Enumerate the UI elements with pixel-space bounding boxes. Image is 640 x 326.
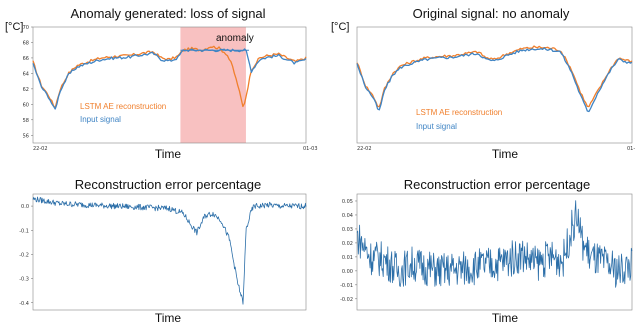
legend-reconstruction-1: LSTM AE reconstruction — [80, 102, 166, 111]
anomaly-label: anomaly — [216, 33, 254, 44]
y-tick-label: 64 — [23, 71, 29, 77]
y-tick-label: -0.3 — [19, 277, 29, 283]
y-tick-label: -0.2 — [19, 252, 29, 258]
plot-frame-3 — [33, 194, 306, 310]
chart-title-1: Anomaly generated: loss of signal — [70, 6, 265, 21]
chart-title-2: Original signal: no anomaly — [413, 6, 570, 21]
plot-frame-1 — [33, 27, 306, 143]
lstm-ae-reconstruction-series-line — [357, 46, 632, 107]
y-tick-label: 0.02 — [342, 241, 353, 247]
plot-frame-2 — [357, 27, 632, 143]
chart-title-4: Reconstruction error percentage — [404, 177, 590, 192]
y-tick-label: 0.01 — [342, 255, 353, 261]
y-tick-label: 0.00 — [342, 269, 353, 275]
y-tick-label: 68 — [23, 40, 29, 46]
x-tick-label: 22-02 — [33, 146, 48, 152]
x-tick-label: 22-02 — [357, 146, 372, 152]
y-tick-label: -0.1 — [19, 228, 29, 234]
y-tick-label: 0.05 — [342, 199, 353, 205]
plot-layer: 56 58 60 62 64 66 68 70 0.0 -0.1 -0.2 -0.3 -0.4 0.05 0… — [19, 25, 632, 310]
anomaly-band — [180, 27, 246, 143]
y-tick-label: 60 — [23, 102, 29, 108]
x-axis-label-3: Time — [155, 311, 182, 325]
legend-reconstruction-2: LSTM AE reconstruction — [416, 108, 502, 117]
plot-frame-4 — [357, 194, 632, 310]
y-tick-label: 0.0 — [21, 204, 29, 210]
y-tick-label: 0.03 — [342, 227, 353, 233]
x-axis-label-4: Time — [492, 311, 519, 325]
legend-input-2: Input signal — [416, 122, 457, 131]
lstm-ae-reconstruction-series-line — [33, 46, 306, 108]
y-tick-label: -0.4 — [19, 301, 29, 307]
y-tick-label: 62 — [23, 87, 29, 93]
x-axis-label-2: Time — [492, 147, 519, 161]
y-tick-label: 70 — [23, 25, 29, 31]
y-tick-label: 56 — [23, 133, 29, 139]
y-tick-label: 66 — [23, 56, 29, 62]
y-tick-label: -0.02 — [340, 297, 353, 303]
y-unit-label-1: [°C] — [5, 21, 23, 33]
legend-input-1: Input signal — [80, 115, 121, 124]
y-tick-label: -0.01 — [340, 283, 353, 289]
error-series-line — [357, 201, 632, 288]
x-tick-label: 01-03 — [303, 146, 318, 152]
x-axis-label-1: Time — [155, 147, 182, 161]
y-unit-label-2: [°C] — [331, 21, 349, 33]
x-tick-label: 01- — [627, 146, 635, 152]
chart-title-3: Reconstruction error percentage — [75, 177, 261, 192]
y-tick-label: 58 — [23, 118, 29, 124]
error-series-line — [33, 197, 306, 304]
y-tick-label: 0.04 — [342, 213, 353, 219]
